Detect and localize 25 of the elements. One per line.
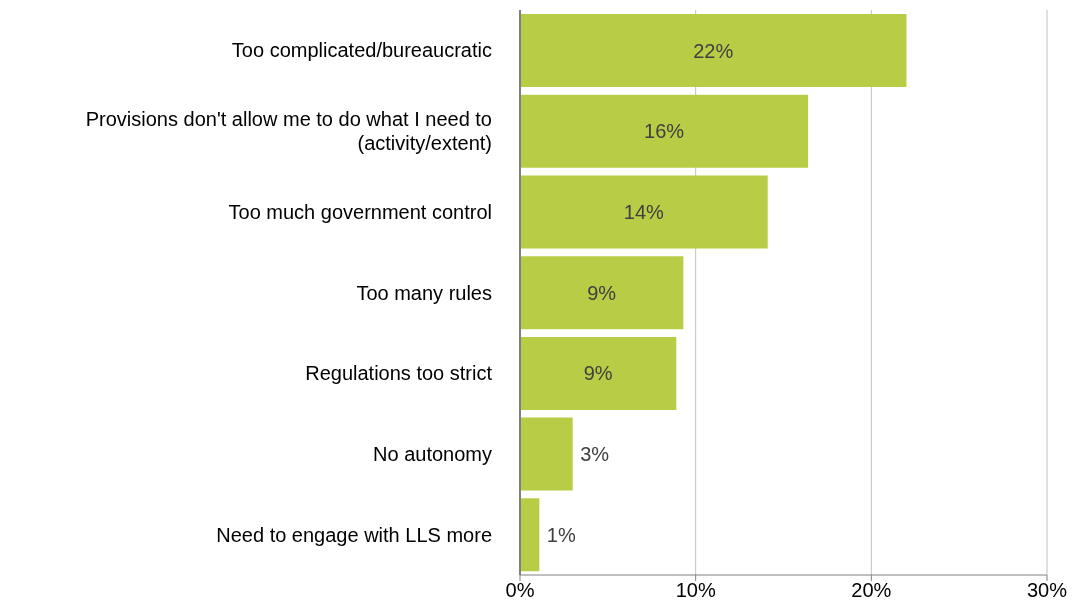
- bar: [520, 256, 684, 330]
- y-tick-label: Too complicated/bureaucratic: [231, 39, 492, 62]
- data-label: 3%: [580, 443, 610, 466]
- x-tick-label: 0%: [505, 579, 535, 602]
- x-tick-label: 30%: [1026, 579, 1068, 602]
- y-tick-label: No autonomy: [373, 442, 492, 465]
- data-label: 16%: [644, 120, 685, 143]
- y-tick-label: Regulations too strict: [305, 362, 493, 385]
- data-label: 22%: [693, 39, 734, 62]
- bar: [520, 336, 677, 410]
- y-tick-label: Need to engage with LLS more: [216, 523, 492, 546]
- y-tick-label: Provisions don't allow me to do what I need to (activity/extent): [85, 108, 492, 155]
- data-label: 9%: [587, 281, 617, 304]
- data-label: 1%: [546, 523, 576, 546]
- x-tick-label: 20%: [851, 579, 892, 602]
- x-tick-label: 10%: [675, 579, 716, 602]
- bar: [520, 498, 540, 572]
- bar: [520, 14, 907, 88]
- y-tick-label: Too many rules: [356, 281, 492, 304]
- y-tick-label: Too much government control: [228, 200, 492, 223]
- bar: [520, 94, 809, 168]
- data-label: 9%: [583, 362, 613, 385]
- bar: [520, 417, 573, 491]
- data-label: 14%: [623, 200, 665, 223]
- bar: [520, 175, 768, 249]
